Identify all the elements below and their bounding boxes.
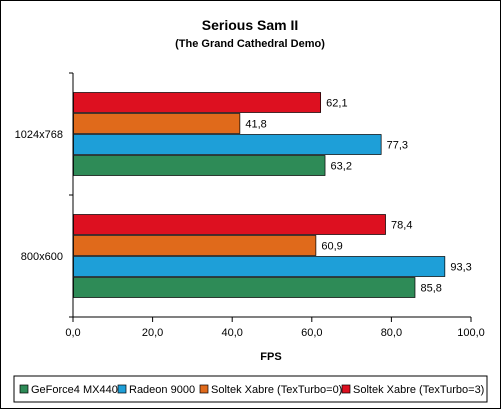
x-tick-label: 0,0 xyxy=(65,327,80,339)
x-tick-label: 40,0 xyxy=(221,327,242,339)
data-label: 60,9 xyxy=(321,241,342,253)
legend-swatch xyxy=(117,384,127,394)
category-label: 1024x768 xyxy=(15,129,63,141)
legend-label: Soltek Xabre (TexTurbo=3) xyxy=(353,384,484,396)
x-tick-label: 60,0 xyxy=(301,327,322,339)
bar xyxy=(73,113,241,134)
bar xyxy=(73,277,416,298)
plot-area: 0,0 20,0 40,0 60,0 80,0 100,0 1024x768 62,1 41,8… xyxy=(15,72,485,339)
legend-swatch xyxy=(341,384,351,394)
bar xyxy=(73,155,326,176)
data-label: 78,4 xyxy=(391,220,412,232)
x-tick-label: 80,0 xyxy=(381,327,402,339)
data-label: 93,3 xyxy=(450,262,471,274)
legend-label: Soltek Xabre (TexTurbo=0) xyxy=(211,384,342,396)
bar xyxy=(73,256,446,277)
x-tick-label: 100,0 xyxy=(457,327,485,339)
data-label: 41,8 xyxy=(245,119,266,131)
legend-box xyxy=(13,375,488,403)
legend: GeForce4 MX440 Radeon 9000 Soltek Xabre (T… xyxy=(13,375,488,403)
bar xyxy=(73,134,382,155)
x-axis-title: FPS xyxy=(260,351,281,363)
chart-subtitle: (The Grand Cathedral Demo) xyxy=(175,38,325,50)
bar xyxy=(73,235,317,256)
legend-label: Radeon 9000 xyxy=(129,384,195,396)
bar xyxy=(73,214,386,235)
data-label: 77,3 xyxy=(387,140,408,152)
legend-swatch xyxy=(19,384,29,394)
chart-title: Serious Sam II xyxy=(202,17,298,33)
legend-label: GeForce4 MX440 xyxy=(31,384,118,396)
category-label: 800x600 xyxy=(21,251,63,263)
bar xyxy=(73,92,322,113)
data-label: 62,1 xyxy=(326,98,347,110)
x-tick-label: 20,0 xyxy=(142,327,163,339)
data-label: 63,2 xyxy=(331,161,352,173)
data-label: 85,8 xyxy=(420,283,441,295)
legend-swatch xyxy=(199,384,209,394)
